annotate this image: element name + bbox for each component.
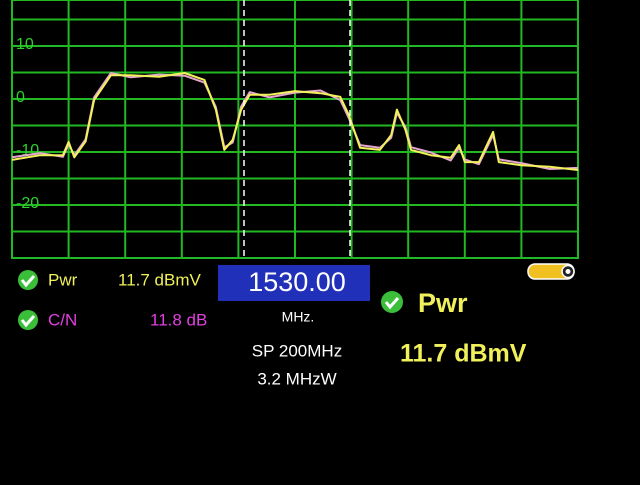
battery-icon bbox=[528, 264, 574, 279]
pwr-value: 11.7 dBmV bbox=[118, 270, 202, 289]
check-icon bbox=[18, 310, 38, 330]
pwr-label: Pwr bbox=[48, 270, 78, 289]
y-tick-label: 10 bbox=[16, 36, 34, 53]
frequency: 1530.00 bbox=[248, 267, 346, 297]
big-pwr-label: Pwr bbox=[418, 288, 468, 318]
big-pwr-value: 11.7 dBmV bbox=[400, 340, 527, 368]
frequency-unit: MHz. bbox=[282, 309, 315, 325]
check-icon bbox=[381, 291, 403, 313]
span: SP 200MHz bbox=[252, 341, 342, 360]
y-tick-label: 0 bbox=[16, 89, 25, 106]
y-tick-label: -20 bbox=[16, 195, 39, 212]
bandwidth: 3.2 MHzW bbox=[257, 369, 336, 388]
check-icon bbox=[18, 270, 38, 290]
cn-label: C/N bbox=[48, 310, 77, 329]
cn-value: 11.8 dB bbox=[150, 310, 207, 329]
